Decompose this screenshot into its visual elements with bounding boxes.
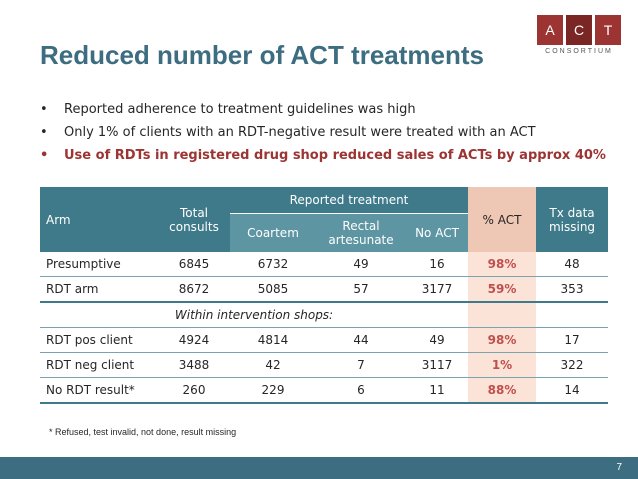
cell-missing: 17 <box>536 327 608 353</box>
cell-noact: 11 <box>406 377 468 404</box>
cell-coartem: 6732 <box>230 252 316 277</box>
cell-empty <box>536 301 608 328</box>
table-subheading-row: Within intervention shops: <box>40 301 608 328</box>
cell-noact: 3177 <box>406 276 468 303</box>
cell-missing: 322 <box>536 352 608 378</box>
cell-rectal: 44 <box>316 327 406 353</box>
cell-total: 4924 <box>158 327 230 353</box>
header-arm: Arm <box>40 187 158 252</box>
cell-arm: No RDT result* <box>40 377 158 404</box>
slide-title: Reduced number of ACT treatments <box>40 40 484 70</box>
logo-letter-c: C <box>566 15 592 45</box>
cell-pct-act: 98% <box>468 327 536 353</box>
cell-missing: 353 <box>536 276 608 303</box>
header-total-consults: Total consults <box>158 187 230 252</box>
cell-rectal: 57 <box>316 276 406 303</box>
bullet-item: Reported adherence to treatment guidelin… <box>40 98 606 121</box>
subheading-within-shops: Within intervention shops: <box>40 301 468 328</box>
cell-total: 6845 <box>158 252 230 277</box>
cell-total: 3488 <box>158 352 230 378</box>
bullet-list: Reported adherence to treatment guidelin… <box>40 98 606 167</box>
cell-missing: 48 <box>536 252 608 277</box>
cell-pct-act: 88% <box>468 377 536 404</box>
table-footnote: * Refused, test invalid, not done, resul… <box>49 427 237 437</box>
cell-arm: RDT arm <box>40 276 158 303</box>
bullet-item: Only 1% of clients with an RDT-negative … <box>40 121 606 144</box>
header-pct-act: % ACT <box>468 187 536 252</box>
cell-pct-empty <box>468 301 536 328</box>
cell-noact: 3117 <box>406 352 468 378</box>
table-row: No RDT result* 260 229 6 11 88% 14 <box>40 377 608 404</box>
header-rectal-artesunate: Rectal artesunate <box>316 213 406 252</box>
footer-bar: 7 <box>0 457 638 479</box>
cell-coartem: 5085 <box>230 276 316 303</box>
header-no-act: No ACT <box>406 213 468 252</box>
cell-rectal: 49 <box>316 252 406 277</box>
cell-pct-act: 59% <box>468 276 536 303</box>
act-consortium-logo: A C T CONSORTIUM <box>537 15 621 55</box>
header-reported-treatment: Reported treatment <box>230 187 468 214</box>
cell-total: 8672 <box>158 276 230 303</box>
cell-coartem: 229 <box>230 377 316 404</box>
logo-letter-a: A <box>537 15 563 45</box>
cell-pct-act: 98% <box>468 252 536 277</box>
cell-rectal: 7 <box>316 352 406 378</box>
act-treatment-table: Arm Total consults Reported treatment % … <box>40 187 608 404</box>
logo-subtitle: CONSORTIUM <box>545 48 613 55</box>
table-row: RDT arm 8672 5085 57 3177 59% 353 <box>40 276 608 303</box>
cell-missing: 14 <box>536 377 608 404</box>
header-coartem: Coartem <box>230 213 316 252</box>
cell-arm: Presumptive <box>40 252 158 277</box>
table-row: RDT pos client 4924 4814 44 49 98% 17 <box>40 327 608 353</box>
cell-pct-act: 1% <box>468 352 536 378</box>
cell-total: 260 <box>158 377 230 404</box>
cell-arm: RDT neg client <box>40 352 158 378</box>
logo-letter-t: T <box>595 15 621 45</box>
table-row: RDT neg client 3488 42 7 3117 1% 322 <box>40 352 608 378</box>
cell-rectal: 6 <box>316 377 406 404</box>
header-tx-missing: Tx data missing <box>536 187 608 252</box>
cell-coartem: 4814 <box>230 327 316 353</box>
cell-noact: 16 <box>406 252 468 277</box>
cell-arm: RDT pos client <box>40 327 158 353</box>
bullet-item-highlight: Use of RDTs in registered drug shop redu… <box>40 144 606 167</box>
cell-coartem: 42 <box>230 352 316 378</box>
page-number: 7 <box>616 462 622 473</box>
cell-noact: 49 <box>406 327 468 353</box>
table-row: Presumptive 6845 6732 49 16 98% 48 <box>40 252 608 277</box>
